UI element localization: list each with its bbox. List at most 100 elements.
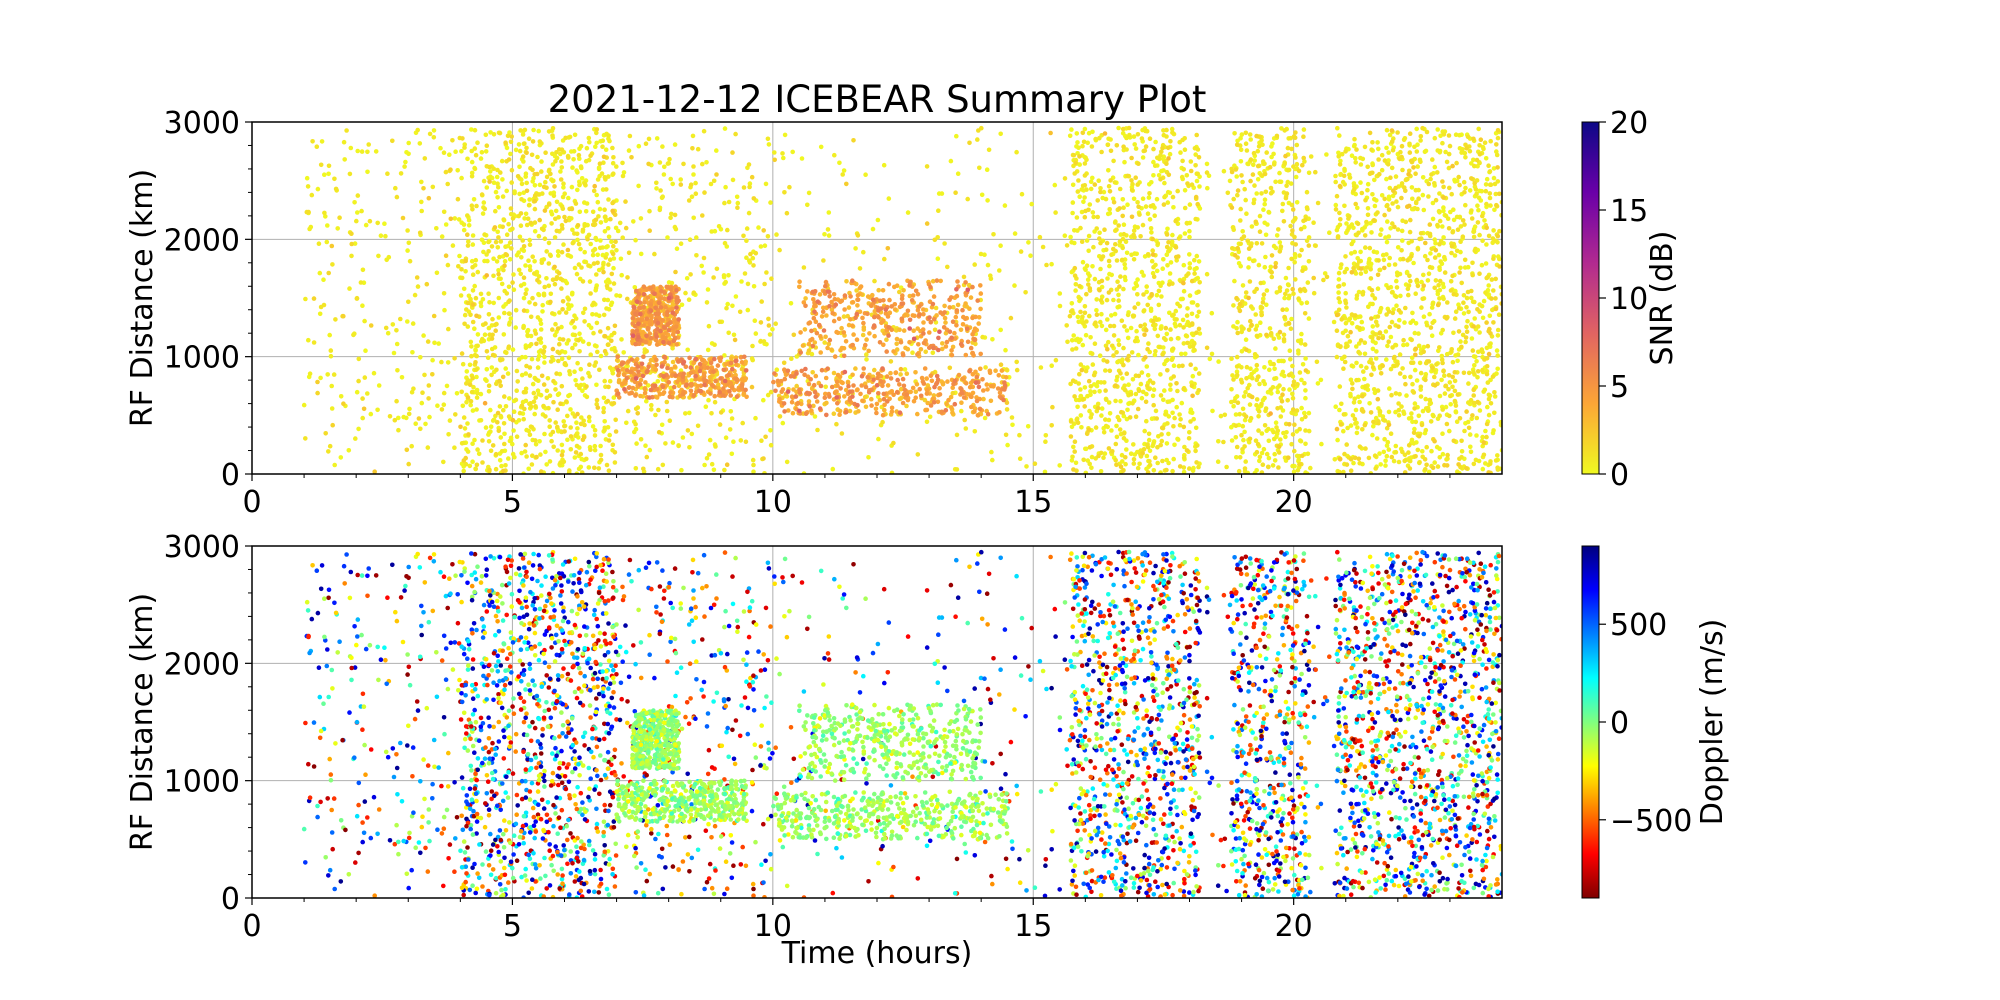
snr-point bbox=[524, 222, 530, 228]
snr-point bbox=[469, 258, 475, 264]
snr-point bbox=[1243, 414, 1249, 419]
snr-point bbox=[1480, 434, 1485, 440]
snr-point bbox=[1240, 283, 1246, 288]
snr-point bbox=[456, 217, 462, 222]
snr-point bbox=[1303, 441, 1308, 447]
snr-point bbox=[1427, 222, 1433, 227]
snr-point bbox=[468, 402, 474, 408]
snr-point bbox=[1342, 203, 1347, 209]
snr-point bbox=[1176, 363, 1182, 369]
snr-point bbox=[1087, 273, 1092, 279]
snr-point bbox=[559, 383, 565, 389]
snr-point bbox=[510, 226, 515, 232]
snr-point bbox=[602, 297, 607, 303]
snr-point bbox=[409, 443, 415, 449]
snr-point bbox=[1375, 210, 1380, 215]
snr-point bbox=[1293, 155, 1298, 160]
snr-point bbox=[531, 175, 536, 181]
snr-point bbox=[575, 170, 580, 175]
snr-point bbox=[1192, 347, 1197, 353]
snr-point bbox=[1111, 297, 1116, 303]
snr-point bbox=[1475, 369, 1481, 374]
snr-point bbox=[555, 249, 561, 254]
snr-point bbox=[1193, 448, 1198, 454]
snr-point bbox=[550, 151, 555, 157]
snr-point bbox=[528, 342, 534, 347]
snr-point bbox=[376, 253, 381, 259]
snr-point bbox=[527, 365, 533, 370]
snr-point bbox=[326, 171, 331, 177]
snr-point bbox=[1247, 436, 1253, 442]
snr-point bbox=[1352, 136, 1357, 142]
snr-point bbox=[503, 244, 508, 249]
snr-point bbox=[1251, 150, 1257, 156]
snr-point bbox=[1179, 174, 1185, 180]
snr-point bbox=[517, 148, 523, 154]
snr-point bbox=[1122, 274, 1128, 280]
snr-point bbox=[513, 307, 519, 313]
snr-point bbox=[1259, 312, 1264, 318]
snr-point bbox=[806, 190, 812, 196]
snr-point bbox=[1469, 176, 1474, 181]
snr-point bbox=[1078, 362, 1084, 367]
snr-point bbox=[532, 183, 538, 188]
snr-point bbox=[1430, 320, 1435, 326]
snr-point bbox=[559, 249, 565, 255]
snr-point bbox=[1458, 239, 1463, 244]
snr-point bbox=[1449, 347, 1454, 352]
snr-point bbox=[1354, 430, 1360, 436]
snr-point bbox=[1176, 254, 1181, 259]
snr-point bbox=[359, 149, 365, 154]
snr-point bbox=[1373, 415, 1379, 421]
snr-point bbox=[439, 234, 445, 239]
snr-point bbox=[515, 174, 521, 179]
snr-point bbox=[1437, 296, 1442, 301]
snr-point bbox=[349, 241, 355, 247]
snr-point bbox=[1419, 305, 1424, 310]
snr-point bbox=[1131, 313, 1137, 319]
snr-point bbox=[592, 427, 598, 433]
snr-point bbox=[1274, 233, 1280, 238]
snr-point bbox=[683, 411, 688, 416]
snr-point bbox=[722, 240, 728, 246]
snr-point bbox=[1065, 339, 1070, 345]
snr-point bbox=[574, 420, 579, 426]
snr-point bbox=[1158, 326, 1164, 331]
snr-point bbox=[1420, 449, 1425, 454]
snr-point bbox=[1463, 335, 1469, 340]
snr-point bbox=[1139, 269, 1145, 275]
snr-point bbox=[1288, 357, 1293, 362]
snr-point bbox=[562, 362, 568, 367]
snr-point bbox=[1124, 447, 1129, 452]
snr-point bbox=[1134, 283, 1140, 289]
snr-point bbox=[1420, 125, 1425, 131]
snr-point bbox=[1413, 346, 1419, 352]
snr-point bbox=[316, 241, 322, 246]
snr-point bbox=[1251, 200, 1256, 206]
snr-point bbox=[1359, 319, 1365, 325]
snr-point bbox=[1121, 144, 1126, 149]
snr-point bbox=[774, 232, 779, 237]
snr-point bbox=[1455, 352, 1461, 357]
snr-point bbox=[470, 459, 475, 465]
snr-point bbox=[444, 383, 450, 389]
snr-point bbox=[502, 263, 507, 269]
snr-point bbox=[806, 348, 812, 353]
snr-point bbox=[607, 257, 613, 263]
snr-point bbox=[558, 169, 563, 174]
snr-point bbox=[1144, 128, 1150, 134]
snr-point bbox=[1149, 292, 1154, 297]
snr-point bbox=[1288, 223, 1293, 229]
snr-point bbox=[1303, 470, 1308, 474]
snr-point bbox=[1384, 453, 1390, 459]
snr-point bbox=[1474, 415, 1480, 421]
snr-point bbox=[1470, 272, 1475, 278]
snr-point bbox=[430, 357, 435, 363]
snr-point bbox=[1282, 128, 1287, 133]
snr-point bbox=[1153, 139, 1158, 145]
snr-point bbox=[1297, 253, 1302, 258]
snr-point bbox=[1263, 254, 1268, 260]
snr-point bbox=[1383, 329, 1389, 334]
snr-point bbox=[1470, 260, 1475, 266]
snr-point bbox=[1452, 378, 1458, 384]
